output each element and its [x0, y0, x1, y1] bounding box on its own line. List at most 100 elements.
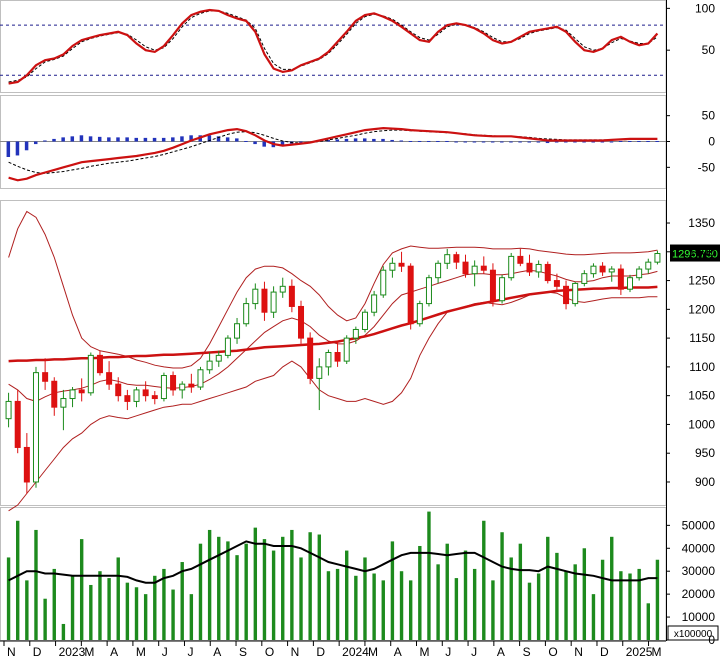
volume-bar: [637, 568, 641, 640]
candle-body: [160, 375, 167, 400]
volume-bar: [573, 564, 577, 640]
candle-body: [197, 369, 204, 388]
candle: [462, 254, 469, 278]
candle: [636, 266, 643, 281]
candle: [444, 248, 451, 270]
volume-bar: [281, 536, 285, 640]
candle-body: [517, 255, 524, 264]
candle-body: [270, 291, 277, 313]
candle: [599, 262, 606, 276]
oscillator-panel: [0, 8, 666, 85]
tick-label: 950: [695, 446, 715, 460]
tick-label: 1000: [688, 417, 715, 431]
bollinger-upper: [8, 210, 658, 369]
macd-histogram-bar: [216, 136, 221, 142]
macd-histogram-bar: [107, 137, 111, 142]
x-tick-label: J: [187, 645, 193, 659]
x-tick-label: M: [652, 645, 662, 659]
macd-histogram-bar: [189, 135, 193, 142]
candle-body: [51, 380, 58, 408]
macd-panel: [0, 126, 666, 182]
last-price-box: [670, 244, 720, 262]
candle: [115, 377, 122, 402]
candle-body: [142, 389, 149, 397]
candle-body: [243, 303, 250, 325]
x-tick-label: S: [239, 645, 247, 659]
volume-bar: [180, 562, 184, 640]
x-tick-label: J: [445, 645, 451, 659]
y-axis-macd: 50 0 -50: [666, 109, 715, 174]
tick-label: 1350: [688, 216, 715, 230]
candle: [590, 263, 597, 278]
macd-histogram-bar: [88, 136, 93, 142]
macd-histogram-bar: [445, 140, 449, 142]
candle: [206, 352, 213, 374]
candle-body: [352, 328, 359, 339]
volume-bar: [454, 578, 459, 640]
candle: [133, 387, 140, 408]
volume-bar: [610, 536, 614, 640]
volume-average-line: [8, 540, 658, 584]
bollinger-lower: [8, 291, 658, 512]
macd-histogram-bar: [116, 137, 120, 142]
candle: [188, 373, 195, 393]
volume-bar: [98, 571, 102, 640]
macd-histogram-bar: [426, 140, 431, 142]
macd-histogram-bar: [545, 141, 550, 144]
candle: [617, 264, 624, 295]
x-tick-label: N: [7, 645, 16, 659]
volume-bar: [34, 529, 38, 640]
macd-histogram-bar: [536, 141, 541, 143]
macd-histogram-bar: [207, 135, 212, 142]
x-tick-label: J: [471, 645, 477, 659]
macd-histogram-bar: [490, 141, 495, 143]
candle: [389, 257, 396, 278]
volume-bar: [354, 575, 358, 640]
candle: [435, 260, 442, 284]
candle-body: [206, 360, 213, 371]
macd-histogram-bar: [399, 140, 404, 142]
x-tick-label: M: [368, 645, 378, 659]
candle-body: [32, 372, 39, 483]
x-tick-label: A: [213, 645, 221, 659]
macd-histogram-bar: [582, 141, 586, 143]
tick-label: 900: [695, 475, 715, 489]
tick-label: 1150: [689, 331, 715, 345]
macd-histogram-bar: [390, 139, 394, 142]
x-tick-label: D: [316, 645, 325, 659]
candle: [654, 250, 661, 265]
volume-bar: [472, 568, 477, 640]
x-axis: N D 2023 M A M J J A S O N D 2024 M A M J J A S O N D 2025 M: [0, 640, 666, 659]
macd-histogram-bar: [509, 141, 513, 143]
candle-body: [407, 265, 414, 325]
tick-label: 40000: [682, 541, 716, 555]
volume-bar: [153, 575, 157, 640]
volume-bar: [390, 541, 395, 640]
macd-histogram-bar: [554, 141, 559, 143]
volume-bar: [125, 582, 130, 640]
candle-body: [188, 383, 195, 388]
x-tick-label: M: [136, 645, 146, 659]
volume-bar: [70, 575, 75, 640]
candle-body: [298, 305, 305, 339]
candle-body: [179, 383, 186, 391]
candle-body: [499, 277, 506, 302]
candle-body: [115, 383, 122, 397]
candle-body: [106, 372, 113, 385]
volume-bar: [79, 539, 84, 640]
volume-bar: [619, 571, 623, 640]
candle-body: [480, 265, 487, 271]
candle-body: [234, 323, 241, 339]
candle: [325, 349, 332, 376]
candle: [471, 260, 478, 287]
volume-bar: [372, 573, 376, 640]
candle: [252, 283, 259, 310]
candle: [279, 277, 286, 298]
volume-bar: [646, 603, 650, 640]
macd-histogram-bar: [618, 140, 623, 142]
candle: [170, 371, 177, 396]
volume-bar: [244, 543, 248, 640]
macd-histogram-bar: [436, 140, 440, 142]
